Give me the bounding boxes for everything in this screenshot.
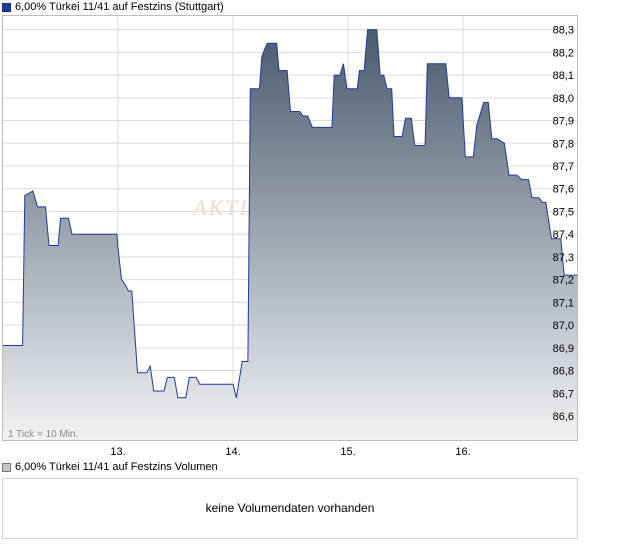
price-legend: 6,00% Türkei 11/41 auf Festzins (Stuttga…	[2, 1, 224, 14]
y-tick-label: 86,7	[553, 388, 574, 400]
y-tick-label: 87,6	[553, 184, 574, 196]
y-tick-label: 87,3	[553, 252, 574, 264]
y-tick-label: 88,0	[553, 93, 574, 105]
x-axis: 13. 14. 15. 16.	[110, 446, 470, 458]
y-tick-label: 87,5	[553, 206, 574, 218]
volume-chart-title: 6,00% Türkei 11/41 auf Festzins Volumen	[15, 461, 218, 473]
no-volume-message: keine Volumendaten vorhanden	[205, 501, 375, 515]
volume-legend-swatch	[2, 463, 11, 472]
plot-frame	[2, 15, 578, 441]
price-line	[3, 29, 578, 399]
chart-watermark: AKTI	[191, 195, 249, 220]
x-tick-label: 13.	[110, 446, 125, 458]
y-tick-label: 88,3	[553, 25, 574, 37]
y-axis: 86,6 86,7 86,8 86,9 87,0 87,1 87,2 87,3 87,4 87,5…	[553, 25, 574, 423]
price-area	[3, 29, 578, 441]
y-tick-label: 88,2	[553, 47, 574, 59]
y-tick-label: 87,0	[553, 320, 574, 332]
tick-interval-note: 1 Tick = 10 Min.	[8, 429, 78, 440]
y-tick-label: 87,1	[553, 297, 574, 309]
y-tick-label: 87,9	[553, 116, 574, 128]
y-tick-label: 87,7	[553, 161, 574, 173]
price-legend-swatch	[2, 3, 11, 12]
y-tick-label: 87,8	[553, 138, 574, 150]
price-chart: AKTI 86,6 86,7 86,8 86,9 87,0 87,1 87,2 87,3 87,…	[2, 15, 578, 458]
x-tick-label: 14.	[225, 446, 240, 458]
y-tick-label: 88,1	[553, 70, 574, 82]
x-tick-label: 15.	[340, 446, 355, 458]
y-tick-label: 87,2	[553, 275, 574, 287]
y-tick-label: 87,4	[553, 229, 574, 241]
volume-panel: keine Volumendaten vorhanden	[2, 478, 578, 539]
price-chart-title: 6,00% Türkei 11/41 auf Festzins (Stuttga…	[15, 1, 224, 13]
x-tick-label: 16.	[455, 446, 470, 458]
y-tick-label: 86,8	[553, 366, 574, 378]
y-tick-label: 86,9	[553, 343, 574, 355]
volume-legend: 6,00% Türkei 11/41 auf Festzins Volumen	[2, 461, 218, 474]
y-tick-label: 86,6	[553, 411, 574, 423]
